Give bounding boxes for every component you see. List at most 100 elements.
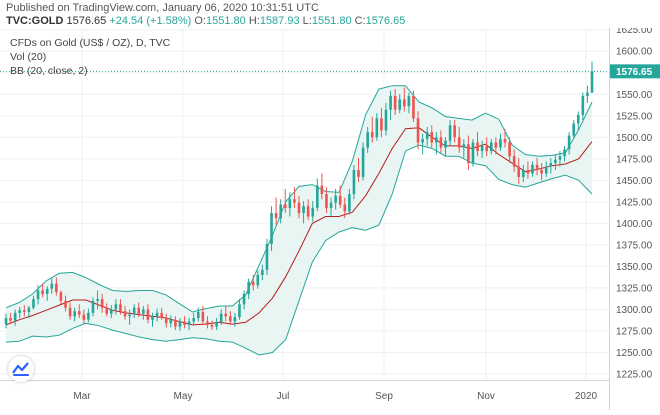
candle-body — [192, 318, 196, 322]
candle-body — [183, 321, 186, 325]
y-tick-label: 1600.00 — [616, 47, 653, 58]
candle-body — [109, 309, 113, 314]
last-price: 1576.65 — [66, 15, 107, 27]
publish-note: Published on TradingView.com, January 06… — [6, 2, 319, 14]
candle-body — [265, 244, 269, 270]
bollinger-band-fill — [6, 85, 592, 355]
candle-body — [132, 307, 136, 315]
candle-body — [91, 300, 95, 313]
candle-body — [325, 194, 328, 208]
candle-body — [503, 139, 507, 143]
bollinger-upper-band — [5, 85, 593, 313]
price-change: +24.54 (+1.58%) — [109, 15, 192, 27]
y-tick-label: 1550.00 — [616, 90, 653, 101]
candle-body — [119, 304, 122, 312]
y-tick-label: 1225.00 — [616, 369, 653, 380]
candle-body — [137, 307, 141, 314]
y-tick-label: 1425.00 — [616, 197, 653, 208]
candle-body — [485, 145, 489, 152]
candle-body — [494, 142, 498, 148]
low-value: 1551.80 — [311, 15, 352, 27]
candle-body — [334, 195, 337, 203]
candle-body — [87, 312, 90, 320]
candle-body — [302, 206, 305, 214]
candle-body — [572, 123, 575, 136]
candle-body — [444, 140, 447, 148]
candle-body — [448, 125, 452, 141]
candle-body — [393, 95, 397, 110]
candle-body — [242, 293, 246, 305]
candle-body — [370, 132, 374, 138]
candle-body — [540, 170, 543, 174]
candle-body — [384, 109, 388, 131]
candle-body — [586, 92, 589, 96]
candle-body — [430, 132, 434, 143]
candle-body — [238, 304, 241, 318]
y-tick-label: 1400.00 — [616, 219, 653, 230]
candle-body — [82, 314, 86, 320]
y-tick-label: 1325.00 — [616, 283, 653, 294]
candle-body — [398, 99, 402, 110]
bollinger-lower-band — [5, 144, 593, 356]
candle-body — [100, 299, 104, 308]
candle-body — [229, 316, 232, 322]
candle-body — [535, 164, 539, 171]
candle-body — [320, 185, 324, 195]
tradingview-logo-icon[interactable] — [8, 356, 34, 382]
candle-body — [18, 310, 22, 313]
legend-bollinger: BB (20, close, 2) — [10, 65, 88, 77]
candle-body — [517, 166, 521, 177]
candle-body — [142, 309, 145, 314]
y-tick-label: 1300.00 — [616, 305, 653, 316]
candle-body — [59, 292, 63, 301]
candle-body — [210, 324, 214, 327]
candle-body — [389, 95, 392, 110]
y-tick-label: 1500.00 — [616, 133, 653, 144]
x-tick-label: May — [174, 391, 193, 402]
candle-body — [297, 202, 301, 214]
price-chart[interactable]: 1225.00 1250.00 1275.00 1300.00 1325.00 1350.… — [0, 25, 660, 410]
candle-body — [41, 290, 44, 294]
candle-body — [201, 312, 205, 322]
candle-body — [146, 309, 150, 320]
candle-body — [151, 316, 154, 320]
candle-body — [343, 204, 347, 212]
candle-body — [187, 321, 191, 325]
candle-body — [32, 299, 35, 308]
candle-body — [462, 144, 466, 148]
candle-body — [567, 135, 571, 150]
candle-body — [50, 283, 54, 289]
legend-title: CFDs on Gold (US$ / OZ), D, TVC — [10, 37, 171, 49]
candle-body — [283, 204, 287, 208]
candle-body — [366, 132, 369, 148]
x-tick-label: 2020 — [575, 391, 598, 402]
candle-body — [407, 95, 411, 107]
candle-body — [256, 275, 260, 286]
candle-body — [576, 114, 580, 124]
candle-body — [55, 283, 58, 293]
y-tick-label: 1375.00 — [616, 240, 653, 251]
candle-body — [380, 118, 383, 131]
candle-body — [480, 145, 484, 152]
candle-body — [499, 139, 502, 148]
candle-body — [169, 319, 173, 324]
candle-body — [73, 311, 76, 317]
candle-body — [233, 317, 237, 322]
candle-body — [261, 269, 264, 276]
y-tick-label: 1475.00 — [616, 154, 653, 165]
price-badge-label: 1576.65 — [616, 67, 653, 78]
y-tick-label: 1450.00 — [616, 176, 653, 187]
y-tick-label: 1275.00 — [616, 326, 653, 337]
candle-body — [293, 199, 296, 203]
candle-body — [544, 166, 548, 174]
candle-body — [453, 125, 456, 138]
candle-body — [471, 142, 475, 164]
candle-body — [329, 202, 333, 208]
candle-body — [489, 142, 493, 152]
x-tick-label: Jul — [277, 391, 290, 402]
candle-body — [467, 144, 470, 164]
candle-body — [416, 118, 420, 143]
candle-body — [105, 307, 109, 314]
candle-body — [64, 300, 67, 308]
candle-body — [508, 142, 511, 157]
